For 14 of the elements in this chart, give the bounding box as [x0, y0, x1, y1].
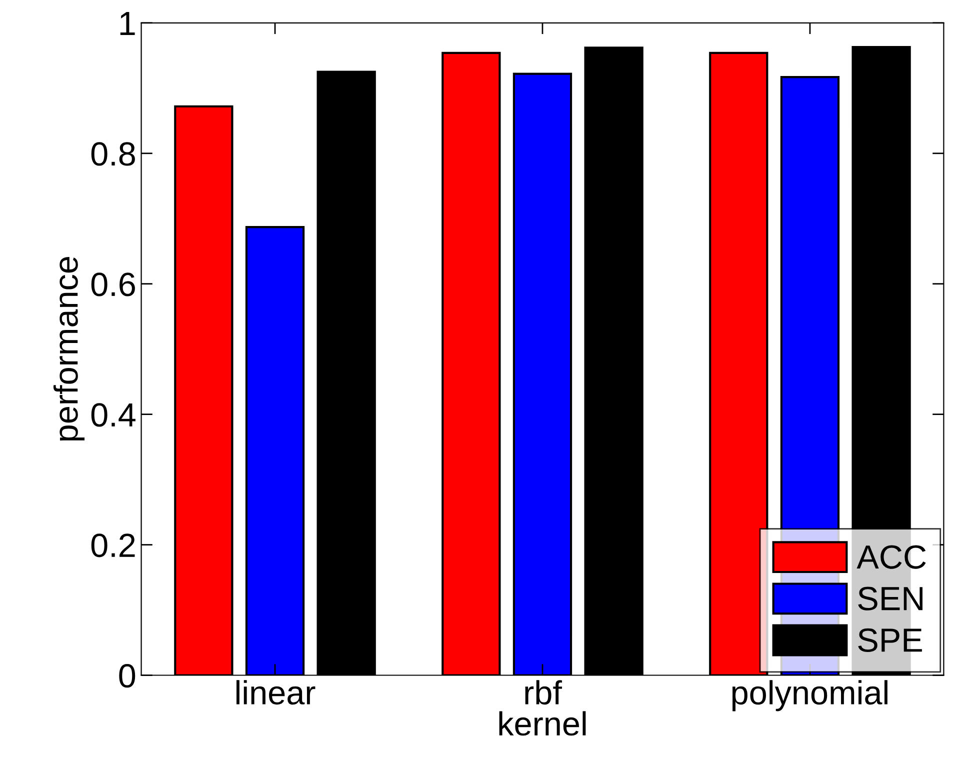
x-tick-label: linear: [236, 680, 316, 705]
legend-label: ACC: [856, 545, 926, 569]
y-tick-label: 1: [120, 12, 135, 35]
y-tick-label: 0.2: [91, 534, 135, 558]
y-tick-label: 0.6: [91, 272, 135, 296]
y-tick-label: 0.8: [91, 142, 135, 166]
y-tick-label: 0: [119, 664, 136, 688]
y-tick-label: 0.4: [91, 403, 136, 427]
x-tick-label: rbf: [525, 680, 562, 705]
x-tick-label: polynomial: [732, 680, 888, 712]
legend-label: SEN: [858, 586, 922, 610]
y-axis-title: performance: [53, 256, 85, 440]
x-axis-title: kernel: [499, 711, 586, 736]
legend-label: SPE: [858, 628, 922, 652]
